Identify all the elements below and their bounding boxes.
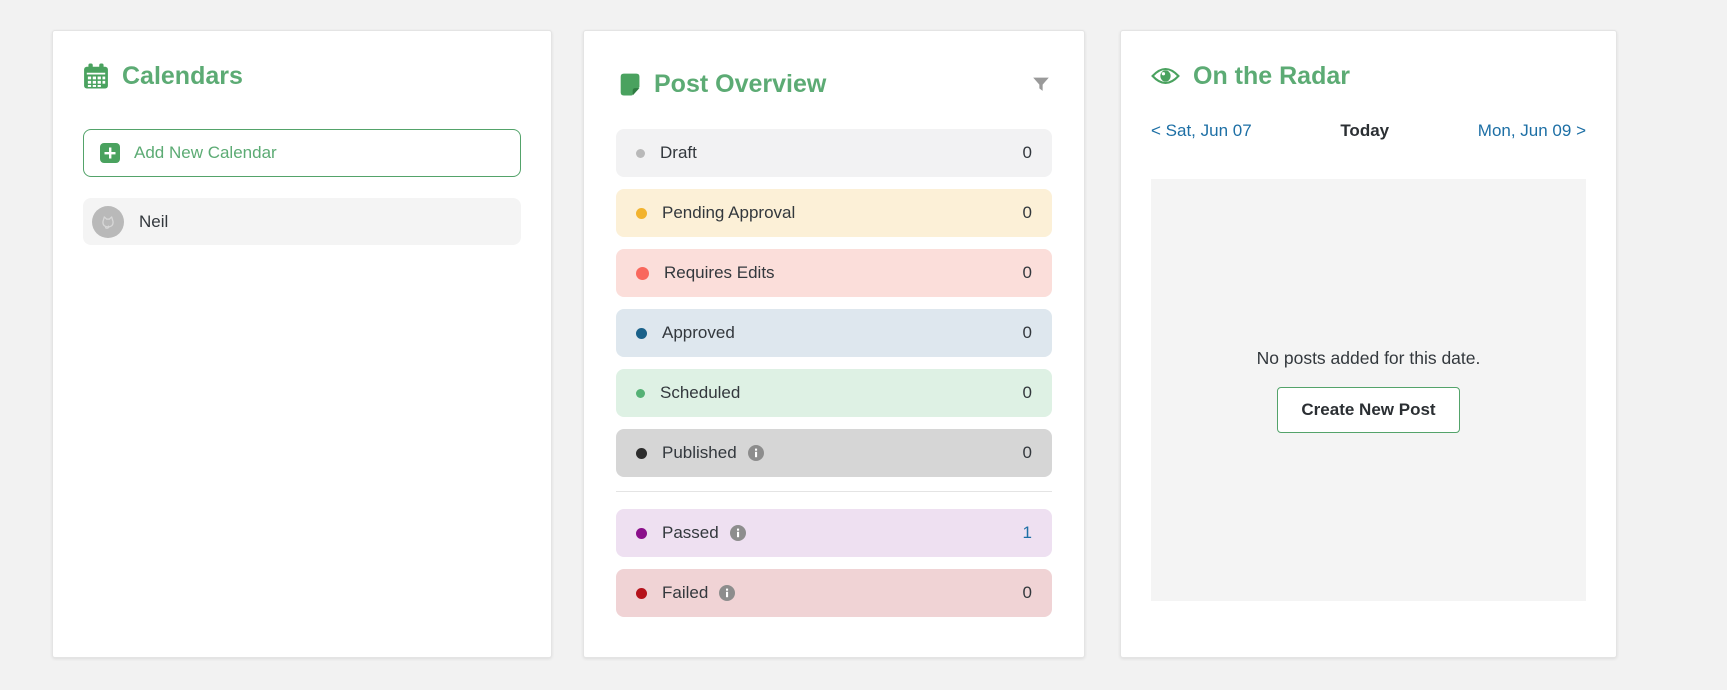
status-row-requires-edits[interactable]: Requires Edits 0 (616, 249, 1052, 297)
status-dot (636, 527, 647, 539)
status-row-draft[interactable]: Draft 0 (616, 129, 1052, 177)
status-dot (636, 388, 645, 398)
on-the-radar-card: On the Radar < Sat, Jun 07 Today Mon, Ju… (1120, 30, 1617, 658)
post-overview-card-title: Post Overview (616, 69, 1052, 99)
calendar-list-item-neil[interactable]: Neil (83, 198, 521, 245)
filter-icon[interactable] (1030, 73, 1052, 95)
calendars-card-title: Calendars (83, 61, 521, 91)
status-row-scheduled[interactable]: Scheduled 0 (616, 369, 1052, 417)
status-count: 0 (1022, 143, 1032, 162)
plus-square-icon (100, 143, 120, 163)
calendar-name: Neil (139, 211, 169, 231)
radar-empty-panel: No posts added for this date. Create New… (1151, 179, 1586, 601)
status-count: 0 (1022, 383, 1032, 402)
status-dot (636, 587, 647, 599)
info-icon[interactable] (729, 525, 746, 541)
date-navigation: < Sat, Jun 07 Today Mon, Jun 09 > (1151, 121, 1586, 141)
radar-card-title: On the Radar (1151, 61, 1586, 91)
status-label: Draft (660, 143, 697, 162)
cat-avatar-icon (92, 205, 124, 238)
status-row-pending-approval[interactable]: Pending Approval 0 (616, 189, 1052, 237)
status-label: Passed (662, 523, 719, 542)
prev-date-link[interactable]: < Sat, Jun 07 (1151, 121, 1252, 140)
status-count: 0 (1022, 583, 1032, 602)
status-label: Requires Edits (664, 263, 775, 282)
status-results-divider (616, 491, 1052, 492)
calendar-icon (83, 63, 109, 89)
post-overview-title-label: Post Overview (654, 70, 827, 98)
radar-title-label: On the Radar (1193, 62, 1350, 90)
empty-message: No posts added for this date. (1256, 347, 1481, 368)
status-row-failed[interactable]: Failed 0 (616, 569, 1052, 617)
calendars-title-label: Calendars (122, 62, 243, 90)
status-dot (636, 207, 647, 219)
status-label: Published (662, 443, 737, 462)
status-label: Approved (662, 323, 735, 342)
add-new-calendar-button[interactable]: Add New Calendar (83, 129, 521, 177)
add-new-calendar-label: Add New Calendar (134, 143, 277, 162)
today-label[interactable]: Today (1340, 121, 1390, 140)
info-icon[interactable] (719, 585, 736, 601)
status-row-passed[interactable]: Passed 1 (616, 509, 1052, 557)
create-new-post-button[interactable]: Create New Post (1277, 386, 1460, 433)
next-date-link[interactable]: Mon, Jun 09 > (1477, 121, 1586, 140)
status-label: Failed (662, 583, 709, 602)
status-list: Draft 0 Pending Approval 0 Requires Edit… (616, 129, 1052, 617)
status-count: 0 (1022, 323, 1032, 342)
calendars-card: Calendars Add New Calendar Neil (52, 30, 552, 658)
status-dot (636, 148, 645, 158)
info-icon[interactable] (747, 445, 764, 461)
status-count[interactable]: 1 (1022, 523, 1032, 542)
status-dot (636, 327, 647, 339)
status-count: 0 (1022, 443, 1032, 462)
status-label: Pending Approval (662, 203, 796, 222)
status-count: 0 (1022, 263, 1032, 282)
status-count: 0 (1022, 203, 1032, 222)
status-dot (636, 266, 649, 280)
eye-icon (1151, 65, 1180, 87)
post-overview-card: Post Overview Draft 0 Pending Approval 0… (583, 30, 1085, 658)
status-label: Scheduled (660, 383, 741, 402)
status-row-published[interactable]: Published 0 (616, 429, 1052, 477)
note-icon (616, 72, 641, 97)
status-row-approved[interactable]: Approved 0 (616, 309, 1052, 357)
status-dot (636, 447, 647, 459)
